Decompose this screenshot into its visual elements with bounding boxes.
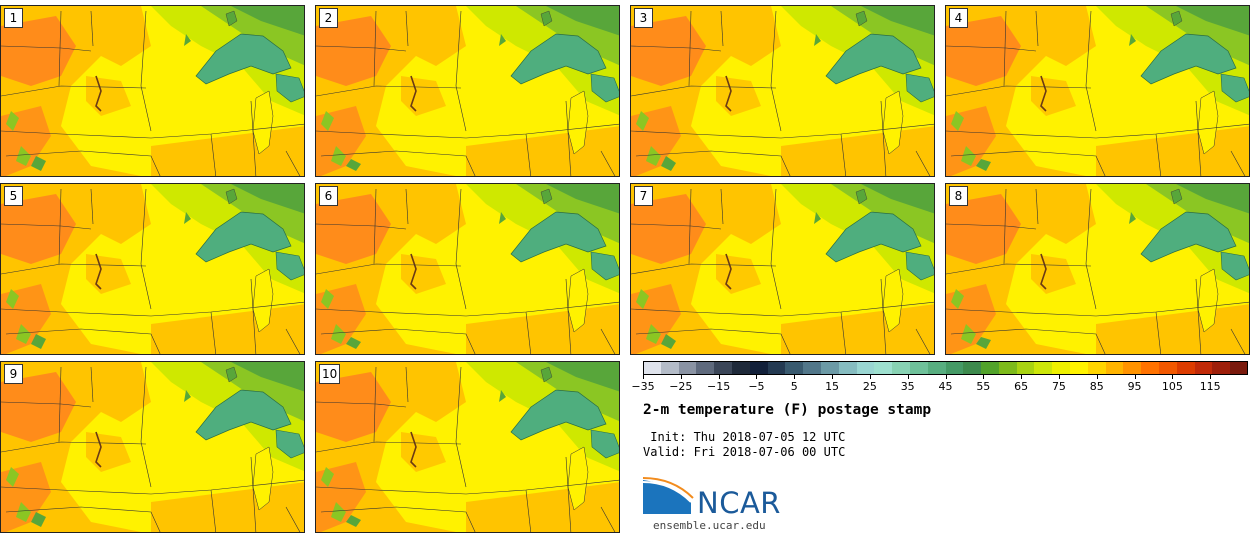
colorbar-tick-label: 35 xyxy=(900,380,915,393)
colorbar-segment xyxy=(1194,361,1213,375)
colorbar-tick xyxy=(680,375,682,379)
member-number-label: 2 xyxy=(319,8,338,28)
colorbar-tick-label: 115 xyxy=(1199,380,1221,393)
forecast-panel-6: 6 xyxy=(315,183,620,355)
colorbar-segment xyxy=(856,361,875,375)
colorbar-tick-label: −15 xyxy=(707,380,731,393)
member-number-label: 1 xyxy=(4,8,23,28)
colorbar-segment xyxy=(1159,361,1178,375)
colorbar-segment xyxy=(1123,361,1142,375)
colorbar-tick xyxy=(1058,375,1060,379)
colorbar-tick-label: 5 xyxy=(790,380,798,393)
colorbar-segment xyxy=(1034,361,1053,375)
forecast-panel-10: 10 xyxy=(315,361,620,533)
member-number-label: 6 xyxy=(319,186,338,206)
colorbar-tick-label: 25 xyxy=(862,380,877,393)
colorbar-tick xyxy=(1134,375,1136,379)
colorbar-tick-label: 45 xyxy=(938,380,953,393)
colorbar-segment xyxy=(714,361,733,375)
colorbar-segment xyxy=(803,361,822,375)
colorbar-tick-label: 95 xyxy=(1127,380,1142,393)
colorbar-segment xyxy=(749,361,769,375)
colorbar-segment xyxy=(963,361,982,375)
colorbar-segment xyxy=(998,361,1018,375)
ncar-logo-icon xyxy=(643,477,694,514)
colorbar-segment xyxy=(1087,361,1107,375)
member-number-label: 5 xyxy=(4,186,23,206)
colorbar-tick-label: −5 xyxy=(748,380,765,393)
colorbar-segment xyxy=(981,361,1000,375)
forecast-panel-4: 4 xyxy=(945,5,1250,177)
colorbar-segment xyxy=(927,361,946,375)
colorbar-segment xyxy=(1230,361,1249,375)
member-number-label: 7 xyxy=(634,186,653,206)
colorbar-tick xyxy=(794,375,796,379)
colorbar-tick xyxy=(643,375,644,379)
member-number-label: 10 xyxy=(319,364,341,384)
colorbar-segment xyxy=(874,361,893,375)
colorbar-segment xyxy=(731,361,751,375)
colorbar-tick xyxy=(756,375,758,379)
colorbar-tick xyxy=(718,375,720,379)
colorbar-tick xyxy=(1172,375,1174,379)
colorbar-segment xyxy=(767,361,786,375)
colorbar-tick-label: 15 xyxy=(825,380,840,393)
colorbar-segment xyxy=(892,361,911,375)
colorbar-segment xyxy=(1176,361,1196,375)
colorbar-tick xyxy=(983,375,985,379)
colorbar-tick-label: 85 xyxy=(1089,380,1104,393)
member-number-label: 9 xyxy=(4,364,23,384)
colorbar-segment xyxy=(643,361,662,375)
colorbar-frame xyxy=(643,361,1248,375)
colorbar-segment xyxy=(1105,361,1124,375)
valid-time: Valid: Fri 2018-07-06 00 UTC xyxy=(643,445,846,459)
member-number-label: 4 xyxy=(949,8,968,28)
plot-title: 2-m temperature (F) postage stamp xyxy=(643,402,932,418)
forecast-panel-8: 8 xyxy=(945,183,1250,355)
colorbar-tick-label: 65 xyxy=(1014,380,1029,393)
colorbar-segment xyxy=(909,361,929,375)
forecast-panel-5: 5 xyxy=(0,183,305,355)
colorbar-segment xyxy=(1141,361,1160,375)
colorbar-tick-label: 55 xyxy=(976,380,991,393)
colorbar-tick xyxy=(1021,375,1023,379)
colorbar-tick-label: −35 xyxy=(631,380,655,393)
colorbar-segment xyxy=(678,361,697,375)
colorbar-segment xyxy=(785,361,804,375)
colorbar-segment xyxy=(945,361,964,375)
forecast-panel-9: 9 xyxy=(0,361,305,533)
forecast-panel-2: 2 xyxy=(315,5,620,177)
colorbar-segment xyxy=(1016,361,1035,375)
colorbar-ticks: −35 −25 −15 −5 5 15 25 35 45 55 65 75 85 95 105 115 xyxy=(631,375,1248,395)
colorbar-segment xyxy=(1212,361,1231,375)
ncar-wordmark: NCAR xyxy=(697,486,781,520)
forecast-panel-1: 1 xyxy=(0,5,305,177)
colorbar-tick xyxy=(1210,375,1212,379)
forecast-panel-7: 7 xyxy=(630,183,935,355)
colorbar-tick xyxy=(832,375,834,379)
colorbar-segment xyxy=(696,361,715,375)
colorbar-tick xyxy=(869,375,871,379)
colorbar-tick-label: 105 xyxy=(1161,380,1183,393)
colorbar-segment xyxy=(1070,361,1089,375)
colorbar-tick xyxy=(1096,375,1098,379)
colorbar-segment xyxy=(660,361,680,375)
colorbar-segment xyxy=(838,361,858,375)
colorbar-tick xyxy=(945,375,947,379)
member-number-label: 8 xyxy=(949,186,968,206)
forecast-panel-3: 3 xyxy=(630,5,935,177)
ncar-url: ensemble.ucar.edu xyxy=(653,519,766,532)
colorbar-tick-label: −25 xyxy=(669,380,693,393)
colorbar-segment xyxy=(820,361,840,375)
colorbar xyxy=(643,361,1249,375)
colorbar-tick xyxy=(907,375,909,379)
colorbar-tick-label: 75 xyxy=(1051,380,1066,393)
colorbar-segment xyxy=(1052,361,1071,375)
init-time: Init: Thu 2018-07-05 12 UTC xyxy=(643,430,846,444)
member-number-label: 3 xyxy=(634,8,653,28)
